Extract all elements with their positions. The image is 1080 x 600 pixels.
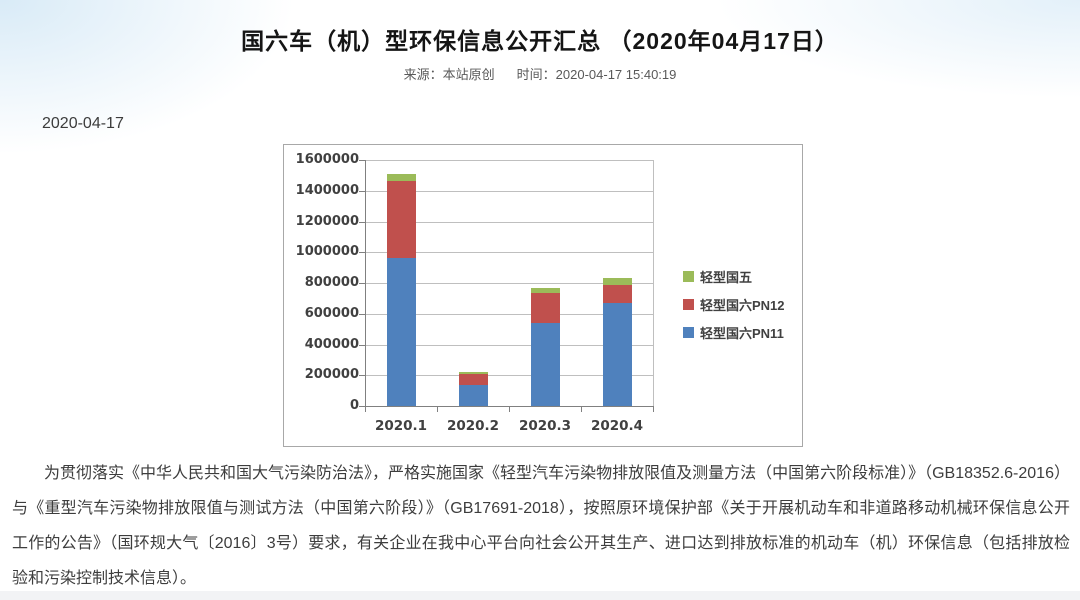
bar-segment-轻型国六PN11 <box>459 385 488 406</box>
y-axis-tick <box>359 191 365 192</box>
y-axis-tick-label: 1600000 <box>295 152 359 167</box>
bar-segment-轻型国五 <box>531 287 560 293</box>
chart-gridline <box>365 283 653 284</box>
bar-segment-轻型国六PN12 <box>387 180 416 259</box>
bar-segment-轻型国五 <box>603 278 632 286</box>
chart-gridline <box>365 252 653 253</box>
article-meta: 来源：本站原创 时间：2020-04-17 15:40:19 <box>0 64 1080 83</box>
legend-item: 轻型国六PN12 <box>683 290 785 318</box>
chart-gridline <box>365 222 653 223</box>
y-axis-tick <box>359 375 365 376</box>
y-axis-tick <box>359 345 365 346</box>
plot-right-border <box>653 160 654 406</box>
x-axis-category-label: 2020.3 <box>518 418 572 434</box>
y-axis-tick <box>359 222 365 223</box>
bar-segment-轻型国六PN11 <box>603 302 632 406</box>
x-axis-category-label: 2020.1 <box>374 418 428 434</box>
x-axis-tick <box>581 406 582 412</box>
y-axis-tick-label: 1200000 <box>295 214 359 229</box>
page-title: 国六车（机）型环保信息公开汇总 （2020年04月17日） <box>241 28 839 54</box>
bar-segment-轻型国五 <box>459 372 488 374</box>
chart-legend: 轻型国五轻型国六PN12 轻型国六PN11 <box>683 262 785 346</box>
y-axis-tick-label: 0 <box>349 398 359 413</box>
bar-segment-轻型国六PN11 <box>531 322 560 406</box>
legend-item: 轻型国六PN11 <box>683 318 785 346</box>
legend-swatch <box>683 270 694 282</box>
chart-plot-area: 0 200000 400000 600000 800000 1000000 1200000 1… <box>296 152 654 434</box>
y-axis-tick <box>359 252 365 253</box>
y-axis-tick <box>359 314 365 315</box>
y-axis-line <box>365 160 366 407</box>
bar-segment-轻型国六PN12 <box>531 292 560 323</box>
x-axis-category-label: 2020.4 <box>590 418 644 434</box>
y-axis-tick-label: 400000 <box>304 337 359 352</box>
legend-swatch <box>683 298 694 310</box>
time-label: 时间： <box>516 67 556 82</box>
legend-label: 轻型国五 <box>700 269 753 285</box>
y-axis-tick <box>359 406 365 407</box>
y-axis-tick-label: 1400000 <box>295 183 359 198</box>
chart-gridline <box>365 160 653 161</box>
x-axis-tick <box>653 406 654 412</box>
time-value: 2020-04-17 15:40:19 <box>555 67 677 82</box>
legend-swatch <box>683 326 694 338</box>
x-axis-tick <box>437 406 438 412</box>
article-date: 2020-04-17 <box>42 115 124 132</box>
bar-segment-轻型国六PN11 <box>387 258 416 406</box>
chart-gridline <box>365 314 653 315</box>
y-axis-tick-label: 200000 <box>304 367 359 382</box>
chart-gridline <box>365 375 653 376</box>
source-label: 来源： <box>403 67 443 82</box>
y-axis-tick-label: 800000 <box>304 275 359 290</box>
y-axis-tick <box>359 283 365 284</box>
x-axis-category-label: 2020.2 <box>446 418 500 434</box>
chart-gridline <box>365 345 653 346</box>
legend-label: 轻型国六PN12 <box>700 297 785 313</box>
bottom-strip <box>0 591 1080 600</box>
bar-segment-轻型国五 <box>387 173 416 181</box>
legend-item: 轻型国五 <box>683 262 785 290</box>
source-value: 本站原创 <box>442 67 495 82</box>
chart-gridline <box>365 191 653 192</box>
y-axis-tick-label: 600000 <box>304 306 359 321</box>
bar-segment-轻型国六PN12 <box>603 285 632 303</box>
x-axis-tick <box>509 406 510 412</box>
y-axis-tick-label: 1000000 <box>295 244 359 259</box>
legend-label: 轻型国六PN11 <box>700 325 784 341</box>
bar-segment-轻型国六PN12 <box>459 373 488 386</box>
stacked-bar-chart: 0 200000 400000 600000 800000 1000000 1200000 1… <box>283 144 803 447</box>
y-axis-tick <box>359 160 365 161</box>
article-body-paragraph: 为贯彻落实《中华人民共和国大气污染防治法》，严格实施国家《轻型汽车污染物排放限值… <box>12 465 1070 587</box>
x-axis-tick <box>365 406 366 412</box>
